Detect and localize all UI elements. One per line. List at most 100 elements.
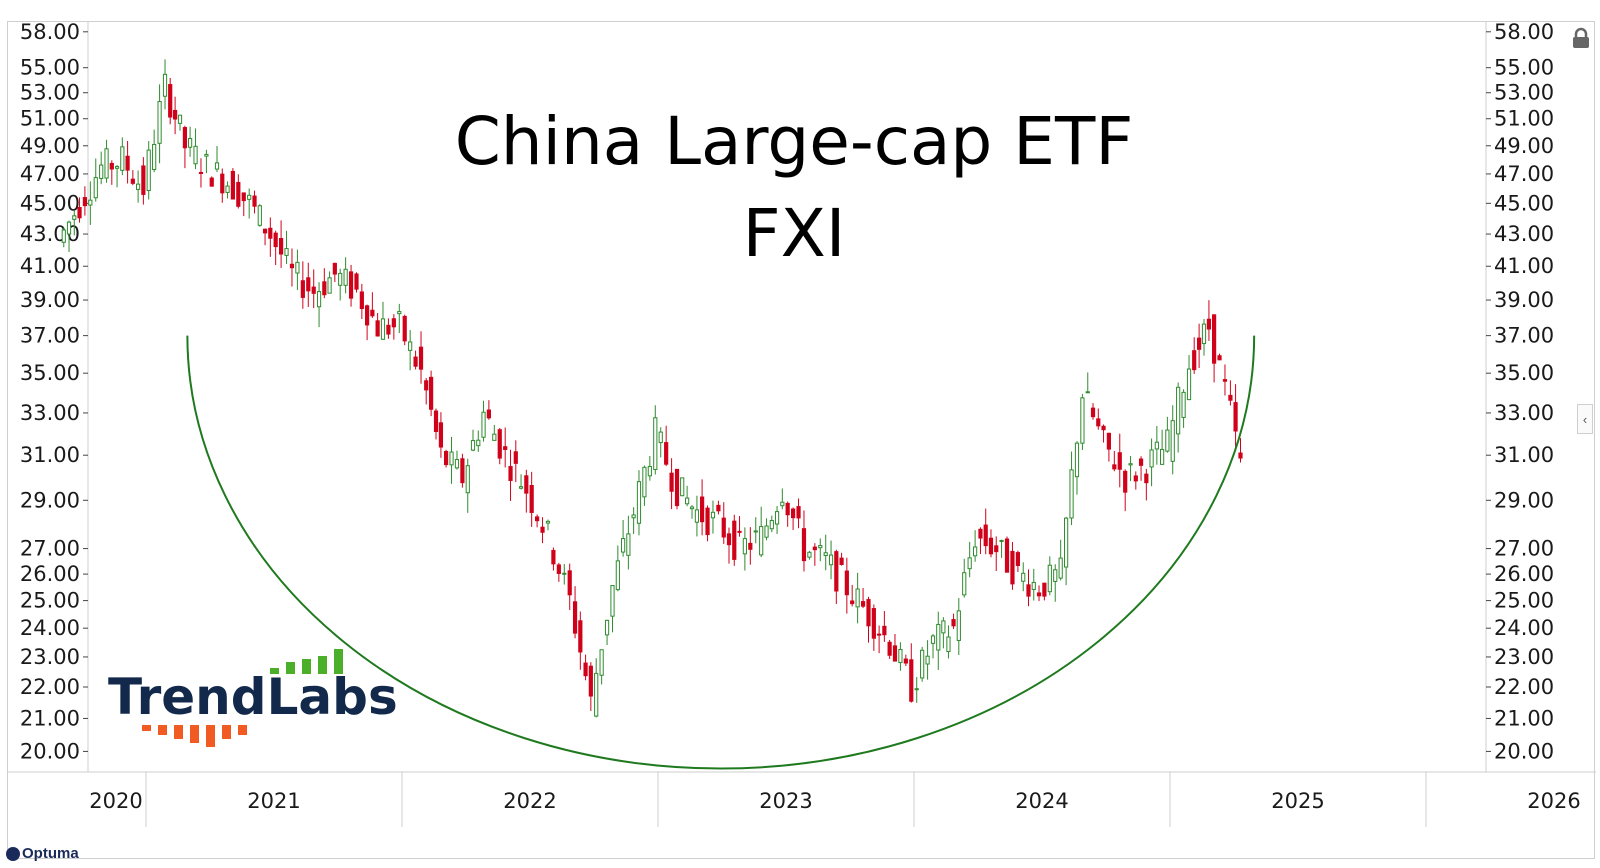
candle-body bbox=[66, 221, 72, 235]
optuma-watermark: Optuma bbox=[6, 845, 79, 862]
candle-body bbox=[967, 557, 972, 570]
candle-body bbox=[1096, 418, 1101, 427]
y-tick-label-left: 53.00 bbox=[20, 81, 80, 105]
candle-body bbox=[1021, 572, 1026, 582]
candle-body bbox=[141, 165, 146, 195]
y-tick-label-left: 20.00 bbox=[20, 739, 80, 763]
candle-body bbox=[418, 346, 424, 370]
candle-body bbox=[230, 170, 235, 200]
candle-body bbox=[1053, 569, 1058, 582]
candle-body bbox=[764, 525, 769, 538]
x-tick-label: 2025 bbox=[1271, 789, 1324, 813]
candle-body bbox=[1154, 441, 1159, 450]
candle-body bbox=[77, 206, 82, 219]
candle-body bbox=[685, 497, 690, 505]
candle-body bbox=[327, 277, 332, 294]
candle-body bbox=[973, 546, 978, 557]
trendlabs-bar-bottom bbox=[174, 725, 183, 739]
candle-body bbox=[1085, 391, 1090, 394]
x-tick-label: 2023 bbox=[759, 789, 812, 813]
y-tick-label-left: 33.00 bbox=[20, 401, 80, 425]
y-tick-label-right: 22.00 bbox=[1494, 675, 1554, 699]
y-tick-label-left: 21.00 bbox=[20, 706, 80, 730]
trendlabs-bar-top bbox=[270, 668, 279, 674]
candle-body bbox=[1138, 458, 1144, 466]
trendlabs-bar-top bbox=[302, 659, 311, 674]
candle-body bbox=[1228, 394, 1233, 401]
y-tick-label-left: 27.00 bbox=[20, 537, 80, 561]
candle-body bbox=[1170, 420, 1175, 462]
candle-body bbox=[332, 262, 337, 275]
candle-body bbox=[524, 475, 529, 494]
candle-body bbox=[748, 542, 753, 550]
candle-body bbox=[1090, 407, 1096, 418]
y-tick-label-left: 47.00 bbox=[20, 162, 80, 186]
candle-body bbox=[1042, 582, 1047, 597]
candle-body bbox=[1128, 463, 1133, 466]
y-tick-label-right: 27.00 bbox=[1494, 537, 1554, 561]
candle-body bbox=[99, 164, 104, 179]
y-tick-label-right: 43.00 bbox=[1494, 222, 1554, 246]
candle-body bbox=[82, 197, 87, 207]
candle-body bbox=[209, 177, 214, 187]
candle-body bbox=[877, 633, 882, 636]
candle-body bbox=[460, 458, 465, 484]
candle-body bbox=[999, 539, 1004, 542]
candle-body bbox=[497, 429, 502, 459]
candle-body bbox=[397, 311, 402, 315]
candle-body bbox=[828, 554, 834, 566]
candle-body bbox=[365, 305, 370, 326]
candle-body bbox=[476, 439, 481, 447]
candle-body bbox=[1149, 449, 1154, 468]
candle-body bbox=[898, 648, 903, 664]
candle-body bbox=[433, 410, 439, 432]
candle-body bbox=[621, 538, 626, 553]
candle-body bbox=[1192, 350, 1197, 371]
candle-body bbox=[380, 318, 386, 340]
candle-body bbox=[518, 486, 524, 489]
candle-body bbox=[545, 520, 551, 524]
candle-body bbox=[721, 517, 726, 538]
y-tick-label-right: 51.00 bbox=[1494, 107, 1554, 131]
candle-body bbox=[669, 472, 674, 492]
candle-body bbox=[664, 442, 669, 465]
candle-body bbox=[920, 649, 925, 679]
candle-body bbox=[1069, 469, 1074, 519]
candle-body bbox=[1160, 448, 1165, 465]
candle-body bbox=[807, 551, 812, 558]
candle-body bbox=[391, 318, 396, 328]
candle-body bbox=[1144, 473, 1149, 484]
candle-body bbox=[1080, 397, 1085, 444]
trendlabs-bar-bottom bbox=[238, 725, 247, 735]
candle-body bbox=[914, 688, 919, 691]
y-tick-label-right: 31.00 bbox=[1494, 443, 1554, 467]
y-tick-label-right: 24.00 bbox=[1494, 616, 1554, 640]
candle-body bbox=[812, 546, 817, 551]
candle-body bbox=[844, 570, 849, 596]
candle-body bbox=[1106, 432, 1111, 450]
chevron-left-icon[interactable]: ‹ bbox=[1577, 404, 1593, 434]
candle-body bbox=[834, 551, 839, 592]
candle-body bbox=[1133, 475, 1138, 482]
candle-body bbox=[801, 528, 807, 562]
candle-body bbox=[359, 291, 364, 310]
candle-body bbox=[157, 101, 162, 144]
y-tick-label-left: 31.00 bbox=[20, 443, 80, 467]
candle-body bbox=[583, 662, 588, 677]
candle-body bbox=[465, 465, 470, 494]
candle-body bbox=[443, 450, 449, 466]
candle-body bbox=[225, 185, 230, 193]
candles bbox=[61, 59, 1243, 718]
candle-body bbox=[887, 641, 892, 656]
trendlabs-bar-bottom bbox=[142, 725, 151, 731]
candle-body bbox=[1181, 391, 1186, 418]
candle-body bbox=[1112, 464, 1117, 470]
candle-body bbox=[742, 538, 747, 555]
candle-body bbox=[1004, 538, 1010, 573]
y-tick-label-left: 51.00 bbox=[20, 107, 80, 131]
y-tick-label-right: 47.00 bbox=[1494, 162, 1554, 186]
candle-body bbox=[956, 610, 961, 641]
candle-body bbox=[753, 530, 758, 533]
candle-body bbox=[449, 451, 454, 466]
lock-icon[interactable] bbox=[1571, 27, 1591, 49]
